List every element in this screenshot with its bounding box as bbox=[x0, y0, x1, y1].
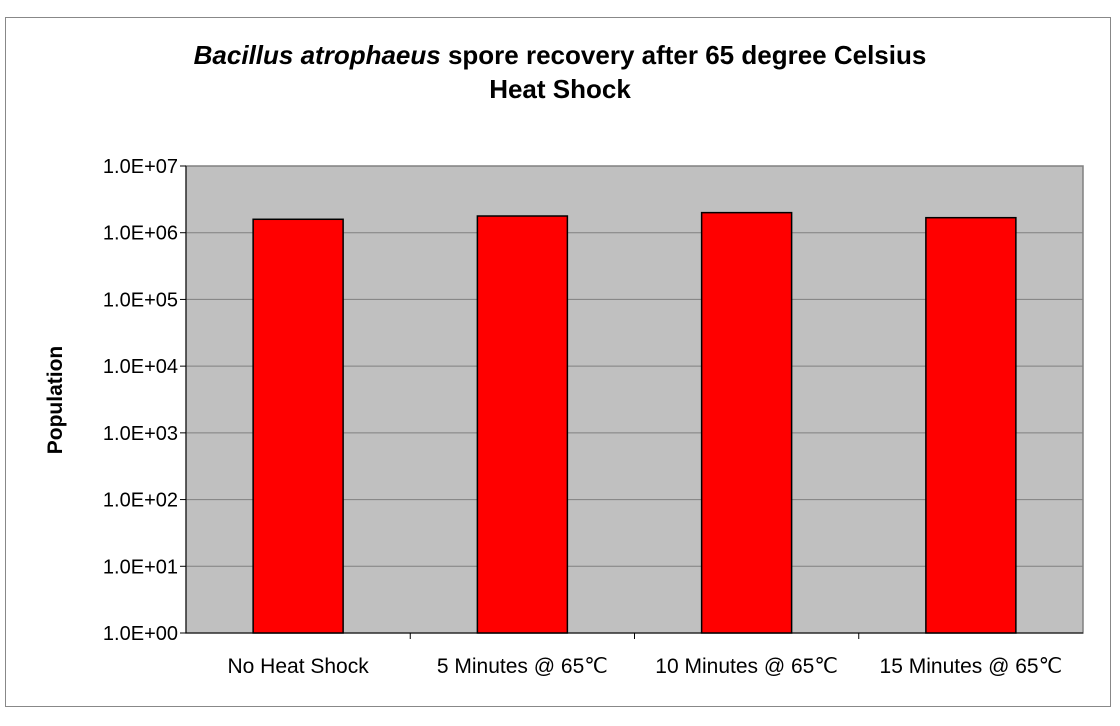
chart-frame bbox=[5, 17, 1111, 707]
x-tick-label: 10 Minutes @ 65℃ bbox=[655, 655, 838, 678]
y-tick-label: 1.0E+06 bbox=[103, 223, 178, 245]
bar bbox=[700, 211, 793, 634]
title-rest: spore recovery after 65 degree Celsius bbox=[440, 40, 927, 70]
y-tick-label: 1.0E+01 bbox=[103, 556, 178, 578]
bar bbox=[476, 215, 569, 634]
chart-title: Bacillus atrophaeus spore recovery after… bbox=[0, 38, 1120, 106]
x-tick-label: 5 Minutes @ 65℃ bbox=[437, 655, 608, 678]
title-italic: Bacillus atrophaeus bbox=[193, 40, 441, 70]
y-tick-label: 1.0E+04 bbox=[103, 356, 178, 378]
x-tick-label: No Heat Shock bbox=[228, 655, 370, 678]
y-tick-label: 1.0E+00 bbox=[103, 623, 178, 645]
y-axis-label: Population bbox=[44, 346, 67, 455]
y-tick-label: 1.0E+07 bbox=[103, 156, 178, 178]
title-line2: Heat Shock bbox=[489, 74, 631, 104]
y-tick-label: 1.0E+03 bbox=[103, 423, 178, 445]
y-tick-label: 1.0E+02 bbox=[103, 490, 178, 512]
bar bbox=[252, 218, 344, 634]
y-tick-label: 1.0E+05 bbox=[103, 289, 178, 311]
bar bbox=[925, 216, 1017, 634]
x-tick-label: 15 Minutes @ 65℃ bbox=[880, 655, 1063, 678]
